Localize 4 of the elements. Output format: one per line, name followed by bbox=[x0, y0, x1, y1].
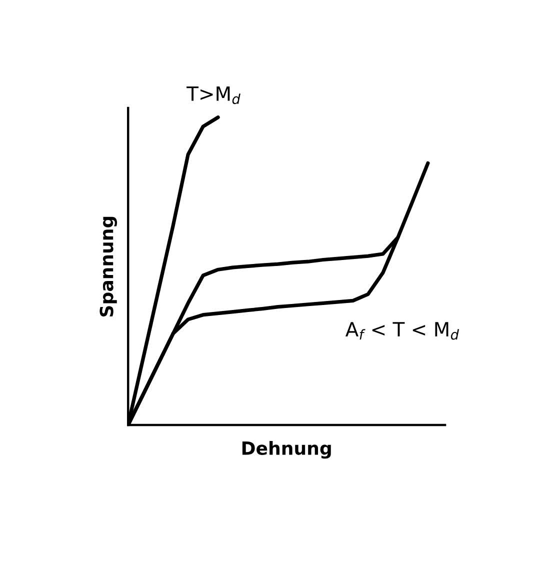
x-axis-title: Dehnung bbox=[242, 440, 331, 459]
annotation: A$_{f}$ < T < M$_{d}$ bbox=[345, 322, 459, 340]
text: T>M$_{d}$ bbox=[186, 86, 240, 104]
y-axis-title: Spannung bbox=[100, 216, 117, 316]
